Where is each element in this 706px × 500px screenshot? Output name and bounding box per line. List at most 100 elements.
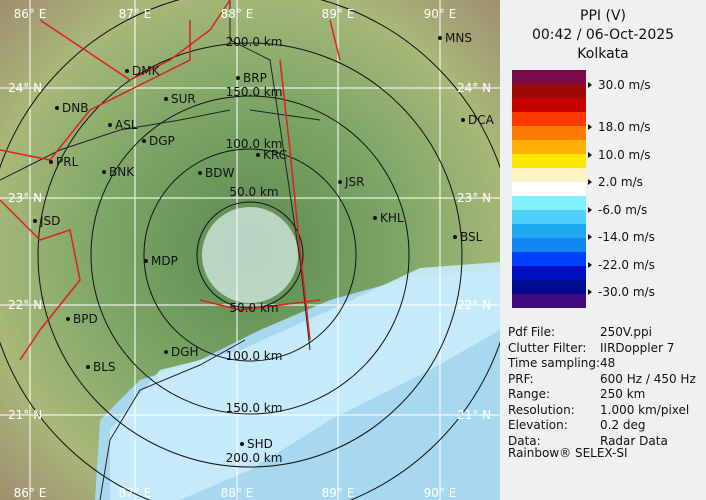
range-label: 150.0 km	[226, 85, 283, 99]
legend-label: -30.0 m/s	[588, 285, 655, 299]
color-swatch	[512, 126, 586, 140]
info-key: Elevation:	[508, 418, 568, 432]
longitude-label-bottom: 88° E	[221, 486, 254, 500]
range-label: 100.0 km	[226, 349, 283, 363]
city-marker	[102, 170, 106, 174]
range-ring	[90, 95, 410, 415]
info-value: 600 Hz / 450 Hz	[600, 371, 696, 386]
color-swatch	[512, 84, 586, 98]
city-label: BDW	[205, 166, 234, 180]
color-swatch	[512, 294, 586, 308]
legend-label: 18.0 m/s	[588, 120, 651, 134]
city-label: BNK	[109, 165, 135, 179]
range-label: 50.0 km	[229, 185, 278, 199]
city-label: JSD	[39, 214, 60, 228]
legend-label: 30.0 m/s	[588, 78, 651, 92]
city-marker	[55, 106, 59, 110]
info-value: 250 km	[600, 387, 646, 401]
color-swatch	[512, 98, 586, 112]
vendor-credit: Rainbow® SELEX-SI	[508, 446, 628, 460]
range-label: 50.0 km	[229, 301, 278, 315]
color-swatch	[512, 224, 586, 238]
latitude-label-left: 23° N	[8, 191, 42, 205]
city-label: BPD	[73, 312, 98, 326]
latitude-label-right: 21° N	[457, 408, 491, 422]
clutter-area	[202, 207, 298, 303]
legend-label: -6.0 m/s	[588, 203, 647, 217]
city-label: SUR	[171, 92, 196, 106]
info-value: Radar Data	[600, 433, 668, 448]
info-row: Pdf File: 250V.ppi	[508, 325, 652, 339]
city-label: BSL	[460, 230, 483, 244]
range-label: 150.0 km	[226, 401, 283, 415]
longitude-label-bottom: 86° E	[14, 486, 47, 500]
site-name: Kolkata	[577, 46, 629, 62]
legend-label: 2.0 m/s	[588, 175, 643, 189]
city-label: ASL	[115, 118, 138, 132]
city-label: MDP	[151, 254, 178, 268]
longitude-label-top: 87° E	[119, 7, 152, 21]
info-row: Elevation: 0.2 deg	[508, 418, 646, 432]
latitude-label-left: 21° N	[8, 408, 42, 422]
range-label: 200.0 km	[226, 35, 283, 49]
color-swatch	[512, 210, 586, 224]
longitude-label-bottom: 89° E	[322, 486, 355, 500]
city-marker	[338, 180, 342, 184]
info-row: Resolution: 1.000 km/pixel	[508, 403, 689, 417]
radar-echo-area	[110, 262, 500, 500]
info-key: Time sampling:	[508, 356, 601, 370]
latitude-label-left: 24° N	[8, 81, 42, 95]
longitude-label-bottom: 87° E	[119, 486, 152, 500]
city-label: MNS	[445, 31, 472, 45]
city-label: KHL	[380, 211, 404, 225]
city-marker	[49, 160, 53, 164]
color-swatch	[512, 154, 586, 168]
color-swatch	[512, 238, 586, 252]
international-border	[0, 0, 341, 361]
city-label: DGP	[149, 134, 175, 148]
range-ring	[143, 148, 357, 362]
city-marker	[240, 442, 244, 446]
city-label: DNB	[62, 101, 88, 115]
info-row: Range: 250 km	[508, 387, 645, 401]
legend-label: -14.0 m/s	[588, 230, 655, 244]
color-swatch	[512, 280, 586, 294]
city-marker	[461, 118, 465, 122]
state-border	[0, 0, 321, 500]
info-value: IIRDoppler 7	[600, 340, 675, 355]
city-marker	[125, 69, 129, 73]
longitude-label-top: 86° E	[14, 7, 47, 21]
info-row: PRF: 600 Hz / 450 Hz	[508, 372, 696, 386]
legend-panel: PPI (V) 00:42 / 06-Oct-2025 Kolkata 30.0…	[500, 0, 706, 500]
city-label: PRL	[56, 155, 79, 169]
latitude-label-right: 22° N	[457, 298, 491, 312]
city-marker	[164, 350, 168, 354]
city-marker	[164, 97, 168, 101]
info-value: 250V.ppi	[600, 325, 652, 339]
longitude-label-top: 89° E	[322, 7, 355, 21]
city-marker	[33, 219, 37, 223]
city-marker	[144, 259, 148, 263]
info-key: PRF:	[508, 371, 534, 386]
city-marker	[198, 171, 202, 175]
info-value: 1.000 km/pixel	[600, 402, 690, 417]
longitude-label-bottom: 90° E	[424, 486, 457, 500]
city-marker	[438, 36, 442, 40]
city-marker	[453, 235, 457, 239]
city-marker	[373, 216, 377, 220]
product-title: PPI (V)	[580, 8, 626, 24]
legend-label: 10.0 m/s	[588, 148, 651, 162]
info-value: 48	[600, 356, 616, 370]
city-marker	[142, 139, 146, 143]
color-swatch	[512, 266, 586, 280]
info-key: Data:	[508, 433, 541, 448]
city-label: SHD	[247, 437, 273, 451]
city-marker	[256, 153, 260, 157]
city-label: BLS	[93, 360, 116, 374]
color-swatch	[512, 70, 586, 84]
latitude-label-left: 22° N	[8, 298, 42, 312]
latitude-label-right: 24° N	[457, 81, 491, 95]
legend-label: -22.0 m/s	[588, 258, 655, 272]
city-marker	[86, 365, 90, 369]
city-label: JSR	[344, 175, 365, 189]
